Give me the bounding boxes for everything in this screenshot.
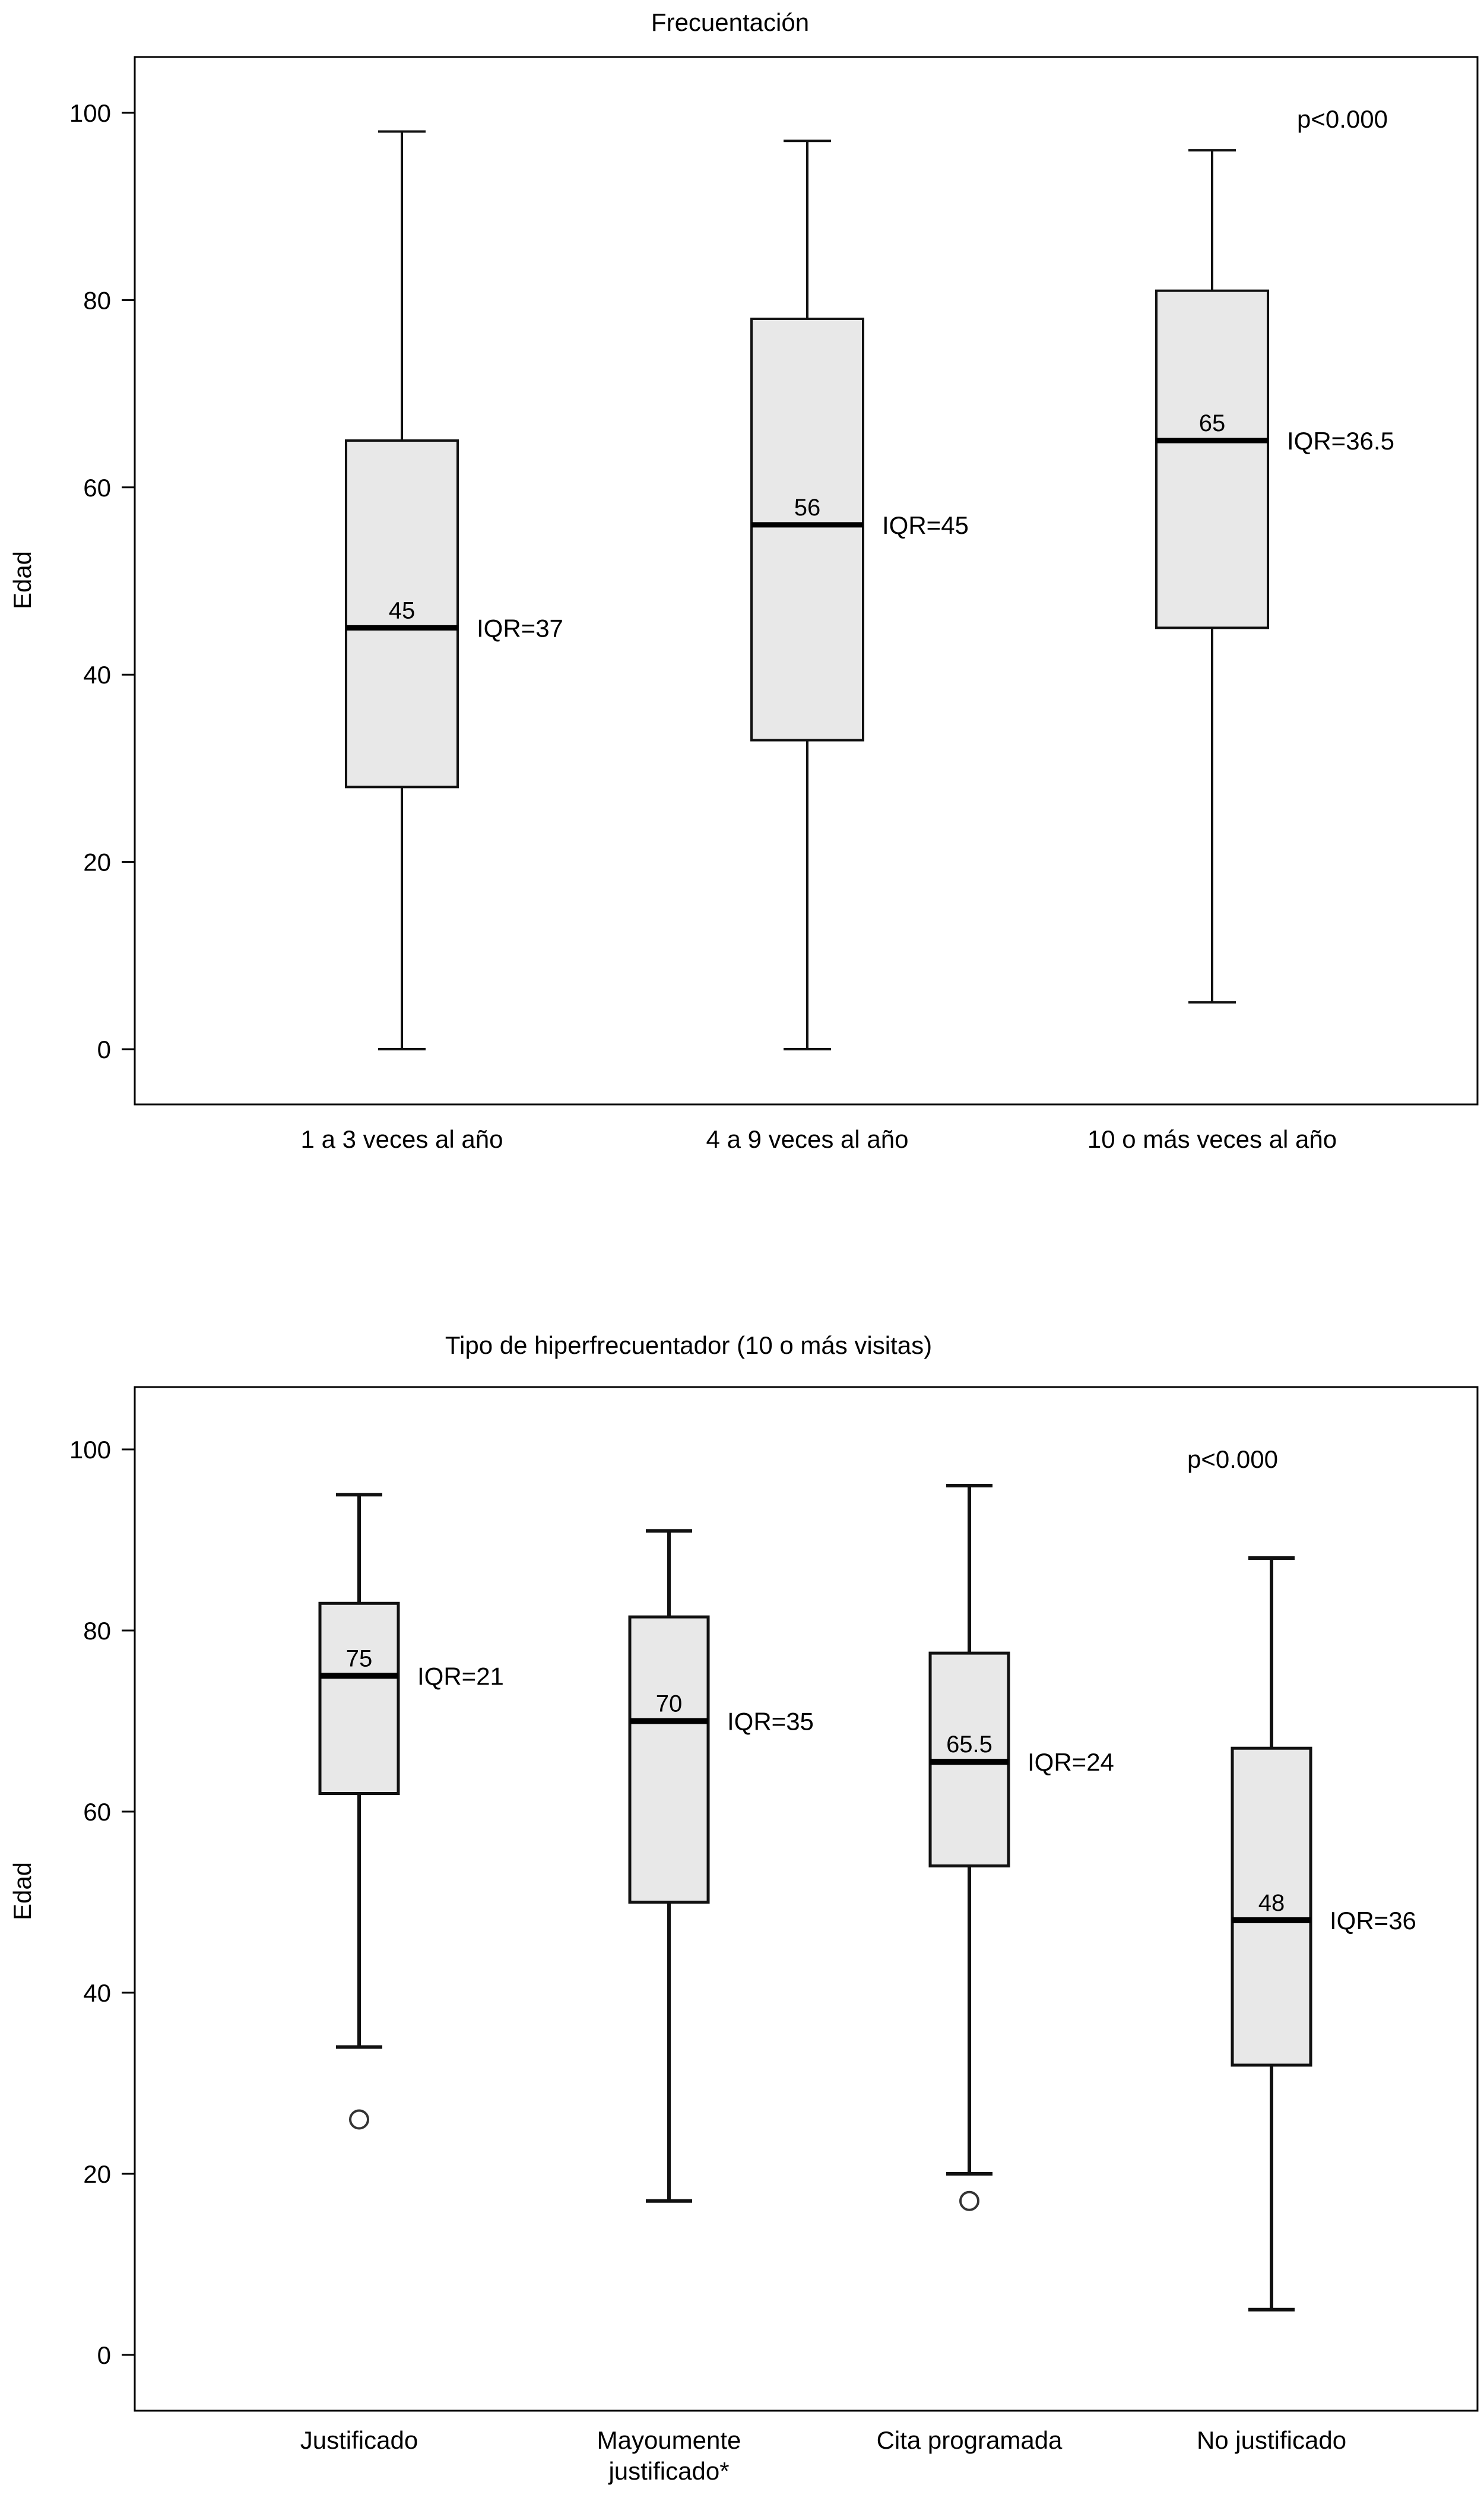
- y-tick-label: 0: [97, 2341, 111, 2369]
- boxplot-1-0: 75 IQR=21 Justificado: [300, 1493, 504, 2454]
- iqr-box: [1231, 1746, 1312, 2067]
- boxplot-0-1: 56 IQR=45 4 a 9 veces al año: [706, 140, 969, 1153]
- chart-0: Frecuentación Edad 0 20 40 60 80 100 p<0.000 45 IQ…: [8, 8, 1479, 1153]
- y-tick-label: 20: [83, 2160, 111, 2188]
- y-tick-label: 60: [83, 474, 111, 502]
- y-axis-title: Edad: [8, 1862, 36, 1920]
- median-value-label: 70: [656, 1691, 683, 1717]
- iqr-box: [750, 317, 864, 742]
- y-tick-label: 80: [83, 286, 111, 314]
- boxplot-1-2: 65.5 IQR=24 Cita programada: [877, 1484, 1114, 2454]
- median-value-label: 45: [389, 597, 416, 623]
- category-label: Justificado: [300, 2426, 418, 2454]
- plot-border: [134, 1386, 1479, 2412]
- chart-title: Tipo de hiperfrecuentador (10 o más visi…: [445, 1331, 932, 1359]
- iqr-label: IQR=35: [727, 1708, 814, 1736]
- median-value-label: 75: [346, 1645, 373, 1671]
- plot-border: [134, 56, 1479, 1106]
- boxplot-1-1: 70 IQR=35 Mayoumente justificado*: [597, 1529, 814, 2485]
- category-label: 4 a 9 veces al año: [706, 1125, 909, 1153]
- category-label: 10 o más veces al año: [1087, 1125, 1337, 1153]
- category-label: 1 a 3 veces al año: [301, 1125, 503, 1153]
- iqr-label: IQR=36: [1330, 1907, 1416, 1935]
- iqr-box: [345, 439, 459, 789]
- iqr-label: IQR=45: [882, 511, 969, 539]
- iqr-box: [1155, 289, 1269, 629]
- outlier-point: [959, 2190, 979, 2211]
- median-value-label: 65: [1199, 410, 1226, 436]
- iqr-label: IQR=21: [417, 1662, 504, 1690]
- iqr-box: [318, 1601, 400, 1795]
- boxplot-1-3: 48 IQR=36 No justificado: [1197, 1556, 1416, 2454]
- category-label: Mayoumente: [597, 2426, 741, 2454]
- y-tick-label: 80: [83, 1617, 111, 1645]
- iqr-label: IQR=36.5: [1287, 427, 1394, 455]
- y-tick-label: 40: [83, 661, 111, 689]
- median-value-label: 48: [1258, 1890, 1285, 1916]
- y-tick-label: 100: [69, 1436, 111, 1464]
- boxplot-0-2: 65 IQR=36.5 10 o más veces al año: [1087, 149, 1394, 1153]
- p-value-label: p<0.000: [1297, 105, 1388, 133]
- chart-title: Frecuentación: [651, 8, 809, 36]
- chart-1: Tipo de hiperfrecuentador (10 o más visi…: [8, 1331, 1479, 2485]
- y-tick-label: 40: [83, 1979, 111, 2007]
- outlier-point: [349, 2109, 369, 2130]
- y-tick-label: 60: [83, 1798, 111, 1826]
- median-value-label: 56: [794, 495, 821, 521]
- iqr-label: IQR=24: [1028, 1748, 1114, 1776]
- y-tick-label: 0: [97, 1036, 111, 1063]
- category-label: justificado*: [607, 2457, 729, 2485]
- category-label: No justificado: [1197, 2426, 1346, 2454]
- boxplot-0-0: 45 IQR=37 1 a 3 veces al año: [301, 130, 563, 1153]
- y-tick-label: 20: [83, 849, 111, 876]
- iqr-box: [628, 1615, 710, 1904]
- iqr-label: IQR=37: [477, 614, 563, 642]
- p-value-label: p<0.000: [1187, 1445, 1278, 1473]
- y-tick-label: 100: [69, 99, 111, 127]
- y-axis-title: Edad: [8, 551, 36, 609]
- category-label: Cita programada: [877, 2426, 1063, 2454]
- median-value-label: 65.5: [946, 1731, 992, 1758]
